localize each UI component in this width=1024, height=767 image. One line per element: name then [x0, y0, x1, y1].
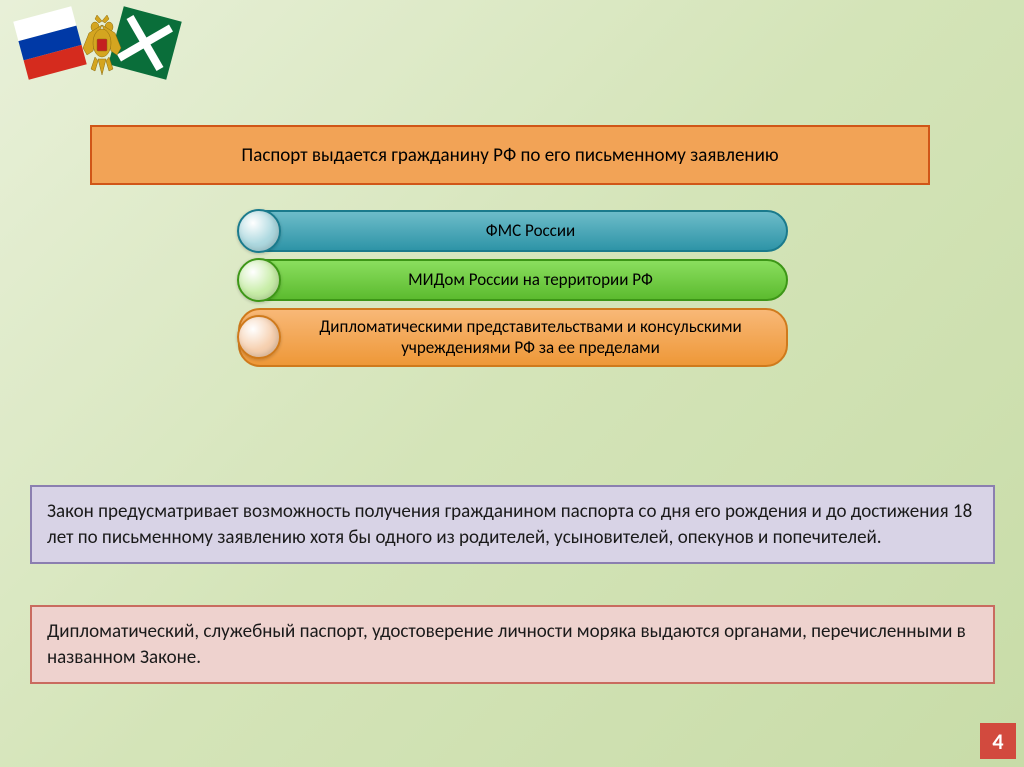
info-text: Закон предусматривает возможность получе…	[47, 500, 972, 549]
list-item-text: МИДом России на территории РФ	[290, 269, 771, 290]
agency-list: ФМС России МИДом России на территории РФ…	[238, 210, 788, 374]
list-item-mid: МИДом России на территории РФ	[238, 259, 788, 301]
bullet-icon	[237, 315, 281, 359]
eagle-emblem-icon	[75, 13, 130, 83]
list-item-fms: ФМС России	[238, 210, 788, 252]
header-logo	[20, 8, 180, 98]
title-text: Паспорт выдается гражданину РФ по его пи…	[241, 144, 778, 167]
info-text: Дипломатический, служебный паспорт, удос…	[47, 620, 966, 669]
list-item-text: ФМС России	[290, 220, 771, 241]
bullet-icon	[237, 209, 281, 253]
list-item-text: Дипломатическими представительствами и к…	[290, 316, 771, 359]
list-item-diplomatic: Дипломатическими представительствами и к…	[238, 308, 788, 367]
title-banner: Паспорт выдается гражданину РФ по его пи…	[90, 125, 930, 185]
info-box-diplomatic: Дипломатический, служебный паспорт, удос…	[30, 605, 995, 684]
page-number: 4	[980, 723, 1016, 759]
bullet-icon	[237, 258, 281, 302]
info-box-law: Закон предусматривает возможность получе…	[30, 485, 995, 564]
